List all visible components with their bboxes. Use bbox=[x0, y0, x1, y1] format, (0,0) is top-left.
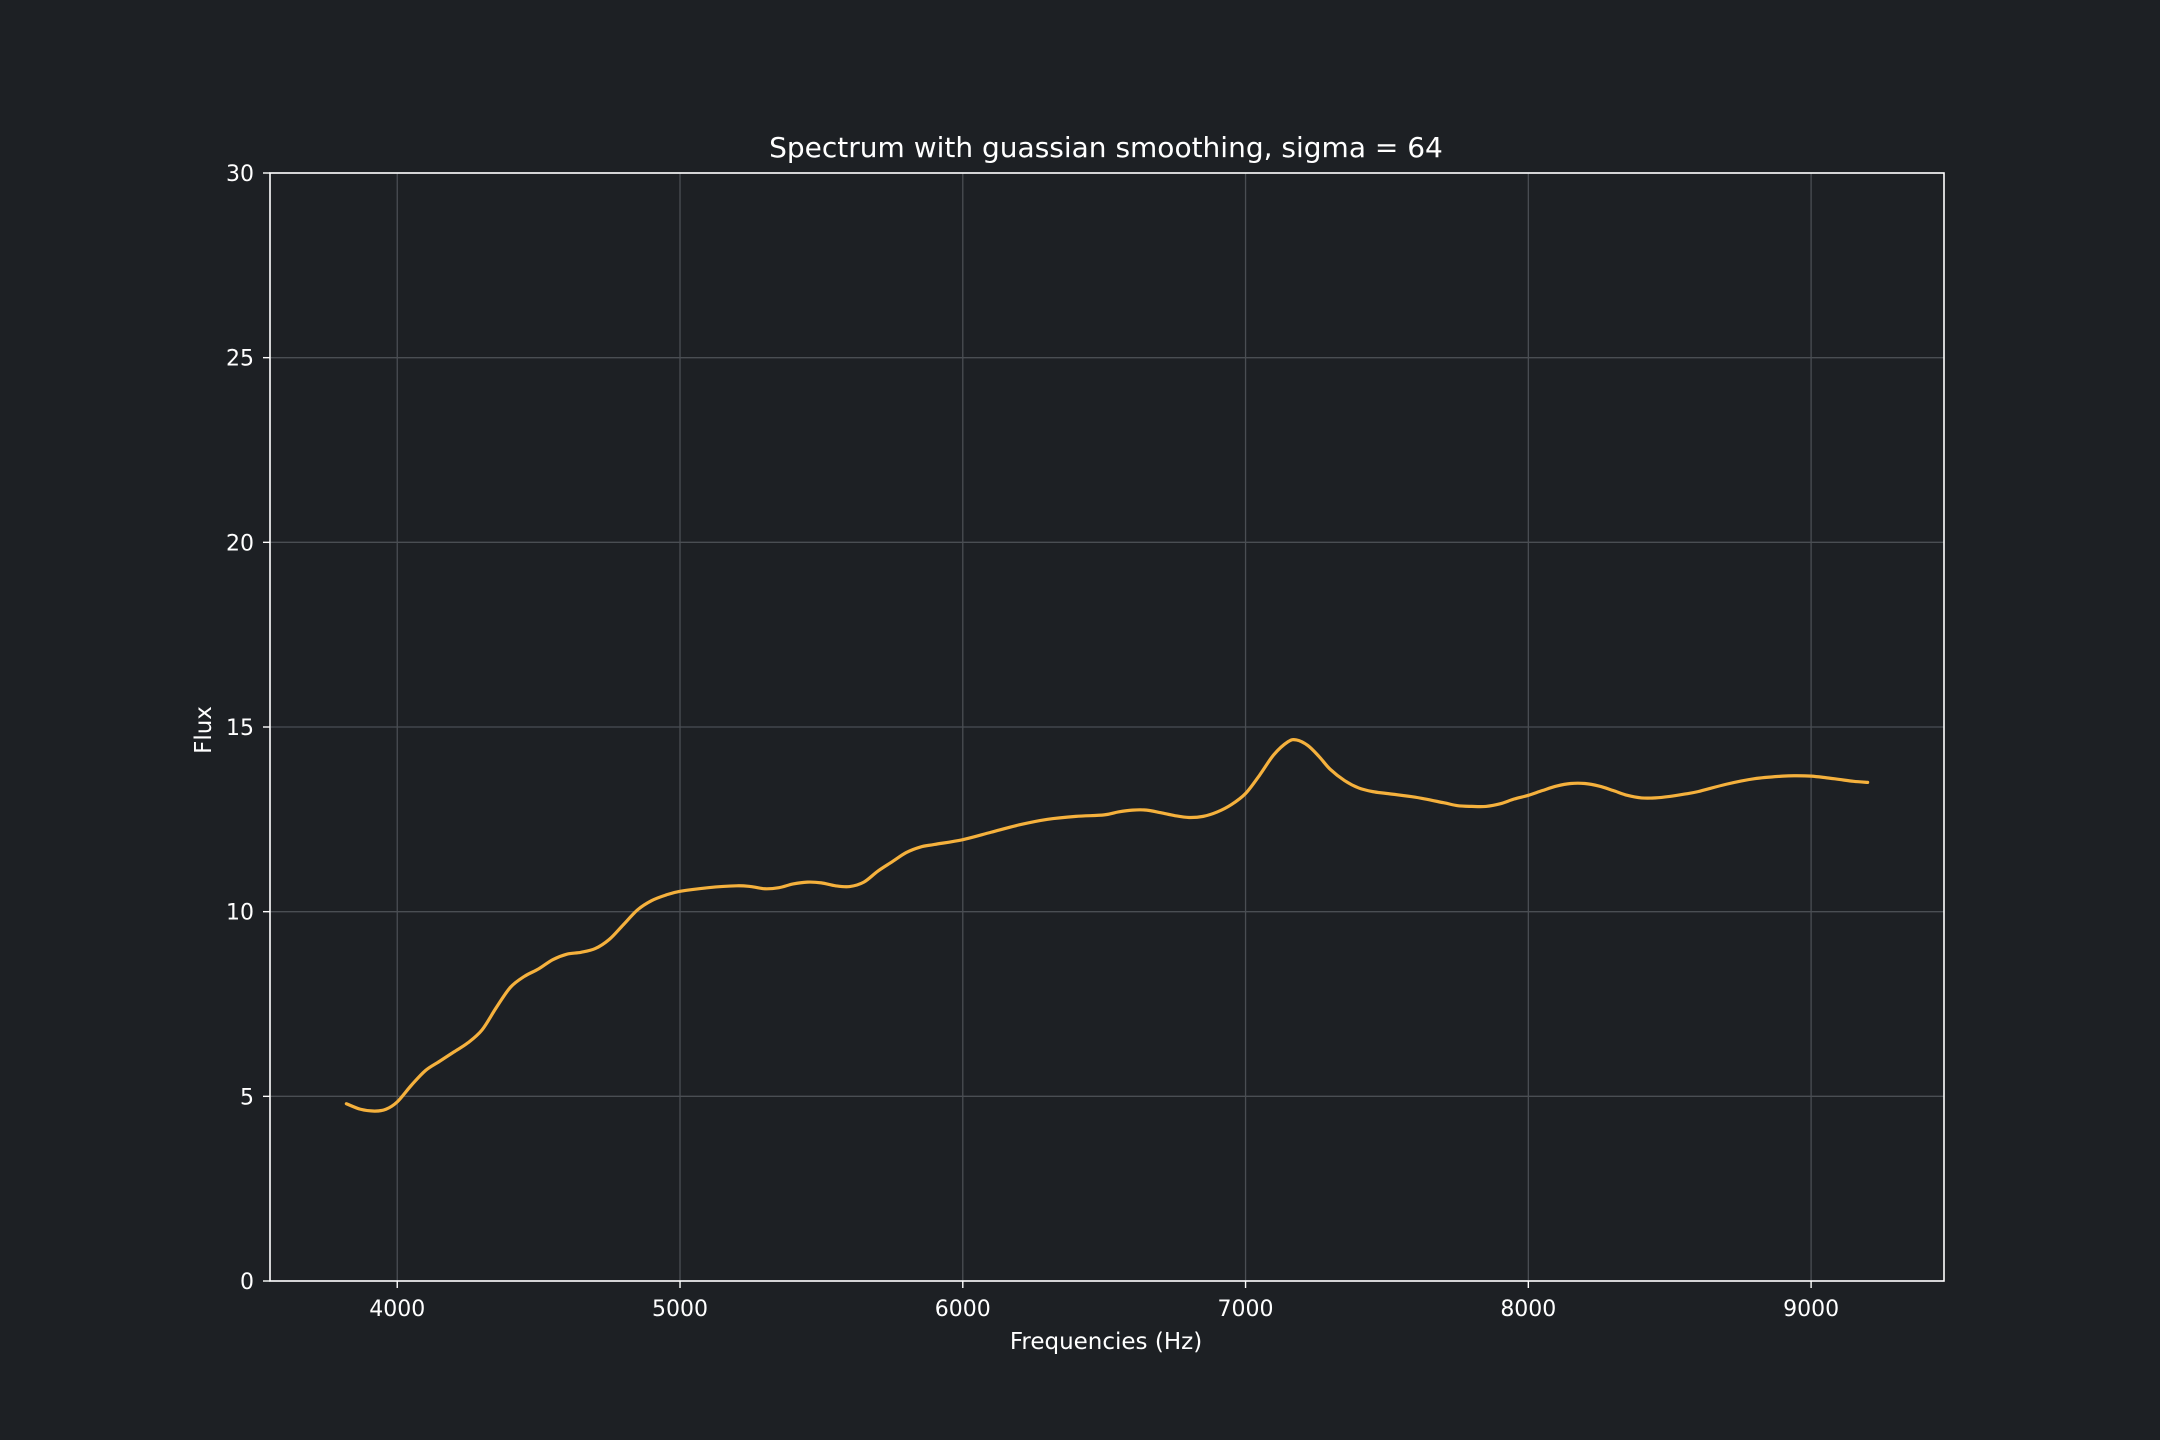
y-tick-label: 15 bbox=[226, 716, 254, 741]
y-tick-label: 30 bbox=[226, 162, 254, 187]
y-tick-label: 20 bbox=[226, 531, 254, 556]
ticks: 4000 5000 6000 7000 8000 9000 0 5 10 15 20 25 30 bbox=[226, 162, 1839, 1322]
x-tick-label: 7000 bbox=[1218, 1297, 1274, 1322]
y-tick-label: 25 bbox=[226, 347, 254, 372]
grid bbox=[270, 172, 1944, 1282]
x-tick-label: 8000 bbox=[1500, 1297, 1556, 1322]
y-tick-label: 10 bbox=[226, 901, 254, 926]
y-axis-title: Flux bbox=[191, 706, 217, 754]
y-tick-label: 5 bbox=[240, 1085, 254, 1110]
x-tick-label: 9000 bbox=[1783, 1297, 1839, 1322]
x-tick-label: 6000 bbox=[935, 1297, 991, 1322]
y-tick-label: 0 bbox=[240, 1270, 254, 1295]
x-axis-title: Frequencies (Hz) bbox=[1010, 1329, 1202, 1355]
x-tick-label: 4000 bbox=[369, 1297, 425, 1322]
series-layer bbox=[344, 737, 1870, 1113]
x-tick-label: 5000 bbox=[652, 1297, 708, 1322]
series-line bbox=[344, 737, 1870, 1113]
chart-title: Spectrum with guassian smoothing, sigma … bbox=[769, 131, 1443, 164]
